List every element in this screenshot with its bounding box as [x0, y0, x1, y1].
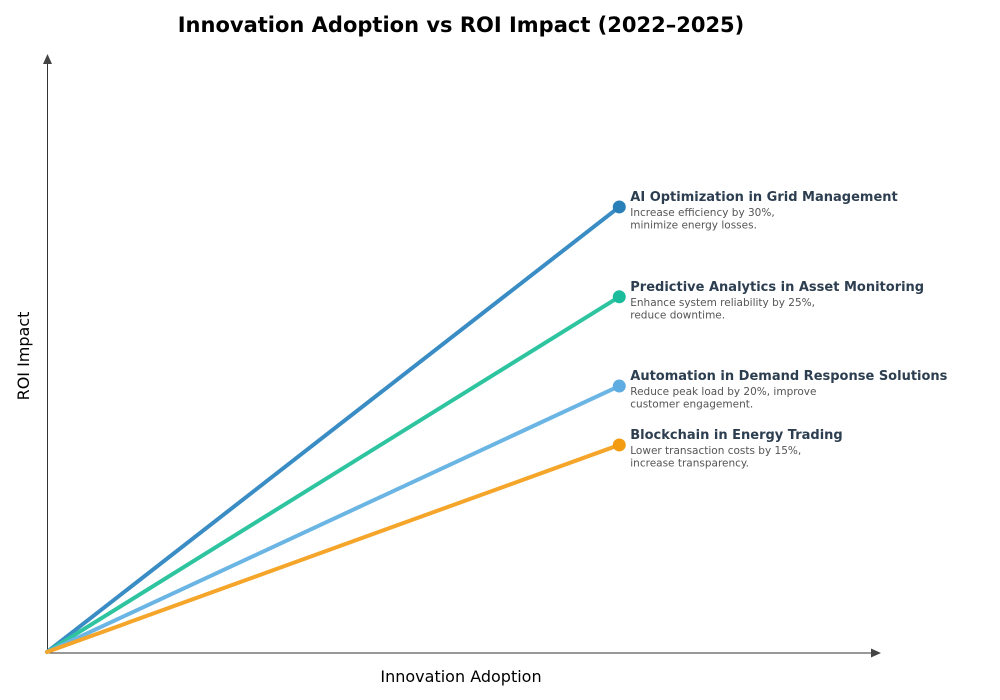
series-description: increase transparency. [630, 457, 749, 469]
data-point-marker [612, 200, 626, 214]
series-description: Increase efficiency by 30%, [630, 207, 774, 219]
series-description: Lower transaction costs by 15%, [630, 445, 801, 457]
series-label: Automation in Demand Response Solutions [630, 369, 947, 384]
series-line [45, 442, 622, 654]
data-point-marker [612, 290, 626, 304]
series-description: Reduce peak load by 20%, improve [630, 386, 816, 398]
series-line [45, 294, 622, 654]
y-axis-label: ROI Impact [14, 312, 33, 401]
x-axis-arrow-icon [871, 648, 881, 658]
x-axis-label: Innovation Adoption [380, 667, 541, 686]
series-line [45, 204, 622, 654]
series-description: minimize energy losses. [630, 219, 757, 231]
series-label: Predictive Analytics in Asset Monitoring [630, 280, 924, 295]
series-line [45, 384, 622, 654]
chart-title: Innovation Adoption vs ROI Impact (2022–… [178, 13, 745, 37]
data-point-marker [612, 438, 626, 452]
y-axis-arrow-icon [43, 54, 52, 64]
data-point-marker [612, 379, 626, 393]
series-label: AI Optimization in Grid Management [630, 190, 897, 205]
series-label: Blockchain in Energy Trading [630, 428, 842, 443]
series-description: customer engagement. [630, 399, 753, 411]
series-description: Enhance system reliability by 25%, [630, 297, 815, 309]
series-description: reduce downtime. [630, 309, 725, 321]
